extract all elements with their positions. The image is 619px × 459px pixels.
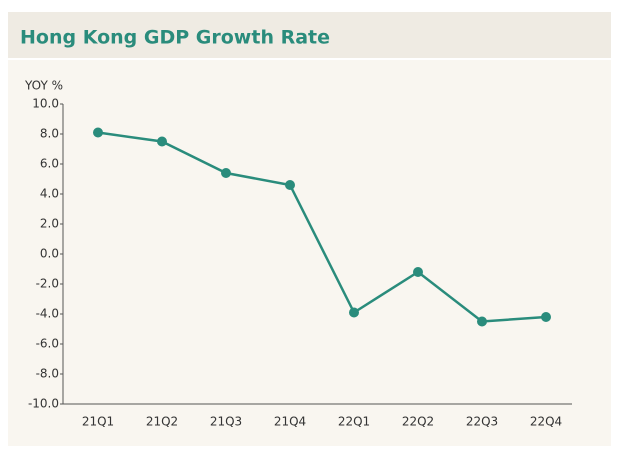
data-point — [349, 307, 359, 318]
y-tick-label: -4.0 — [36, 307, 59, 321]
data-point — [285, 180, 295, 190]
x-tick-label: 21Q2 — [146, 415, 178, 429]
data-point — [477, 316, 487, 327]
x-tick-label: 22Q1 — [338, 415, 370, 429]
y-tick-label: 2.0 — [40, 217, 59, 231]
y-tick-label: -6.0 — [36, 337, 59, 351]
y-tick-label: 8.0 — [40, 127, 59, 141]
y-tick-label: 4.0 — [40, 187, 59, 201]
plot-background — [8, 60, 611, 446]
data-point — [157, 136, 167, 147]
y-tick-label: -8.0 — [36, 367, 59, 381]
y-tick-label: -10.0 — [28, 397, 59, 411]
x-tick-label: 21Q3 — [210, 415, 242, 429]
x-tick-label: 21Q4 — [274, 415, 306, 429]
data-point — [93, 127, 103, 138]
y-tick-label: 0.0 — [40, 247, 59, 261]
x-tick-label: 22Q2 — [402, 415, 434, 429]
y-tick-label: -2.0 — [36, 277, 59, 291]
data-point — [541, 312, 551, 322]
data-point — [413, 267, 423, 277]
chart-title: Hong Kong GDP Growth Rate — [20, 27, 330, 49]
data-point — [221, 168, 231, 178]
y-tick-label: 10.0 — [32, 97, 59, 111]
y-tick-label: 6.0 — [40, 157, 59, 171]
series-line — [97, 131, 547, 323]
x-tick-label: 21Q1 — [82, 415, 114, 429]
x-tick-label: 22Q3 — [466, 415, 498, 429]
header-band — [8, 12, 611, 58]
x-tick-label: 22Q4 — [530, 415, 562, 429]
y-axis-label: YOY % — [24, 79, 63, 93]
